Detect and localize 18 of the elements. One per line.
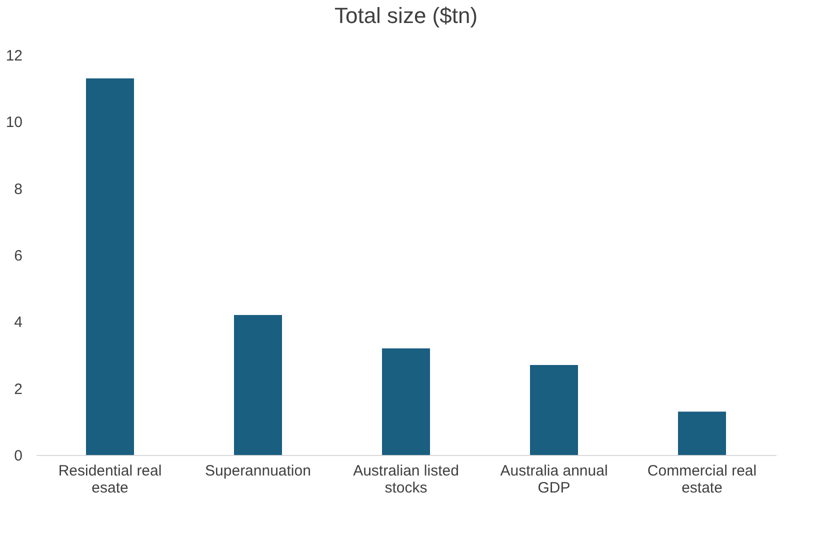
bar <box>530 365 578 455</box>
x-tick-label: Australia annual GDP <box>500 462 608 496</box>
bar <box>678 412 726 455</box>
y-tick-label: 4 <box>14 314 22 332</box>
bar <box>382 348 430 455</box>
y-tick-label: 6 <box>14 248 22 264</box>
y-tick-label: 0 <box>14 448 22 464</box>
bar <box>234 315 282 455</box>
bar <box>86 78 134 455</box>
y-tick-label: 2 <box>14 380 22 398</box>
chart-title: Total size ($tn) <box>334 3 478 28</box>
y-tick-label: 12 <box>6 48 22 64</box>
x-tick-label: Australian listed stocks <box>353 462 459 496</box>
x-tick-label: Superannuation <box>205 462 311 480</box>
y-tick-label: 10 <box>6 114 22 132</box>
y-tick-label: 8 <box>14 180 22 198</box>
x-tick-label: Residential real esate <box>58 462 162 496</box>
x-tick-label: Commercial real estate <box>647 462 757 496</box>
